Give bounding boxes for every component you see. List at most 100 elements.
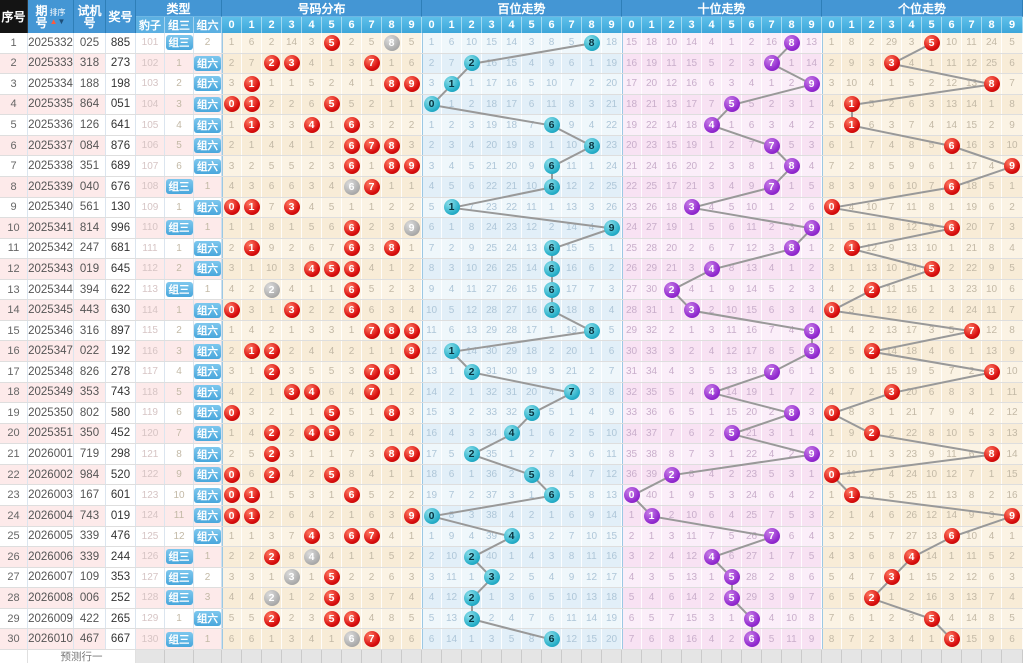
prediction-cell [222,650,242,663]
bai-cell: 6 [542,259,562,279]
ge-cell: 7 [982,218,1002,238]
bai-cell: 1 [582,341,602,361]
miss-count: 3 [848,181,855,193]
sort-desc-icon[interactable]: ▼ [57,16,66,26]
row-zusan: 组三 [165,547,194,567]
ge-cell: 4 [982,156,1002,176]
shi-cell: 3 [782,300,802,320]
miss-count: 9 [748,181,755,193]
miss-count: 10 [585,530,598,542]
number-ball: 8 [783,404,800,421]
row-baozi-miss: 114 [136,300,165,320]
ge-cell: 1 [842,135,862,156]
miss-count: 2 [848,530,855,542]
miss-count: 2 [1009,551,1015,563]
number-ball: 2 [663,281,680,298]
bai-cell: 1 [582,156,602,176]
type-ball: 组六 [194,446,221,462]
miss-count: 3 [328,325,335,337]
miss-count: 6 [708,242,715,254]
row-test-number: 353 [74,382,106,403]
miss-count: 28 [485,304,498,316]
miss-count: 17 [745,345,758,357]
miss-count: 2 [408,489,415,501]
bai-cell: 28 [502,320,522,341]
miss-count: 5 [368,489,375,501]
number-ball: 6 [943,219,960,236]
miss-count: 6 [568,510,575,522]
shi-cell: 2 [722,464,742,485]
miss-count: 5 [788,140,795,152]
sort-asc-icon[interactable]: ▲ [49,16,58,26]
shi-cell: 5 [722,423,742,444]
miss-count: 2 [228,448,235,460]
miss-count: 3 [388,222,395,234]
miss-count: 11 [686,530,697,542]
dist-cell: 5 [362,279,382,300]
miss-count: 4 [448,160,455,172]
miss-count: 1 [548,140,555,152]
miss-count: 8 [388,613,395,625]
miss-count: 23 [965,284,978,296]
number-ball: 5 [923,260,940,277]
miss-count: 1 [268,386,275,398]
dist-cell: 1 [302,403,322,423]
miss-count: 1 [368,78,375,90]
miss-count: 4 [768,263,775,275]
miss-count: 16 [505,78,518,90]
ge-cell: 14 [942,505,962,526]
miss-count: 5 [668,571,675,583]
shi-cell: 2 [762,567,782,588]
bai-cell: 11 [582,547,602,567]
miss-count: 8 [988,613,995,625]
bai-cell: 17 [502,94,522,115]
dist-cell: 5 [302,74,322,94]
row-zusan: 9 [165,464,194,485]
ge-cell: 10 [1002,362,1023,382]
miss-count: 3 [568,448,575,460]
dist-cell: 5 [322,464,342,485]
miss-count: 12 [525,222,538,234]
miss-count: 10 [785,613,798,625]
ge-cell: 7 [822,608,842,629]
bai-cell: 19 [602,53,622,74]
miss-count: 1 [988,386,995,398]
number-ball: 2 [463,548,480,565]
ge-cell: 7 [822,156,842,176]
number-ball: 6 [343,631,360,648]
table-row: 28 2026008 006 252 128 组三 3 4 4 2 1 2 5 3 3 7 4 4 12 2 1 3 6 5 1… [0,588,1023,609]
miss-count: 2 [728,633,735,645]
miss-count: 4 [268,140,275,152]
miss-count: 5 [608,325,615,337]
miss-count: 32 [485,386,498,398]
bai-cell: 3 [442,403,462,423]
shi-cell: 14 [662,115,682,135]
row-prize-number: 520 [106,464,136,485]
shi-cell: 9 [802,444,822,464]
prediction-cell [522,650,542,663]
miss-count: 2 [648,551,655,563]
bai-cell: 4 [462,135,482,156]
table-row: 11 2025342 247 681 111 1 组六 2 1 9 2 6 7 6 3 8 1 7 2 9 25 24 13… [0,238,1023,260]
miss-count: 26 [505,284,518,296]
sort-control[interactable]: 排序 ▲▼ [50,8,66,26]
miss-count: 20 [905,386,918,398]
miss-count: 3 [708,181,715,193]
shi-cell: 27 [742,547,762,567]
miss-count: 6 [728,551,735,563]
number-ball: 5 [323,96,340,113]
miss-count: 24 [605,160,618,172]
ge-cell: 1 [882,403,902,423]
dist-cell: 9 [402,218,422,238]
miss-count: 4 [388,530,395,542]
table-row: 2 2025333 318 273 102 1 组六 2 7 2 3 4 1 3 7 1 6 2 7 2 16 15 4 9 6… [0,53,1023,75]
ge-cell: 10 [1002,135,1023,156]
prediction-cell [722,650,742,663]
miss-count: 14 [285,37,298,49]
ge-cell: 1 [922,279,942,300]
miss-count: 2 [868,469,875,481]
miss-count: 4 [308,345,315,357]
bai-cell: 6 [582,444,602,464]
digit-header-3: 3 [882,17,902,33]
dist-cell: 1 [382,259,402,279]
